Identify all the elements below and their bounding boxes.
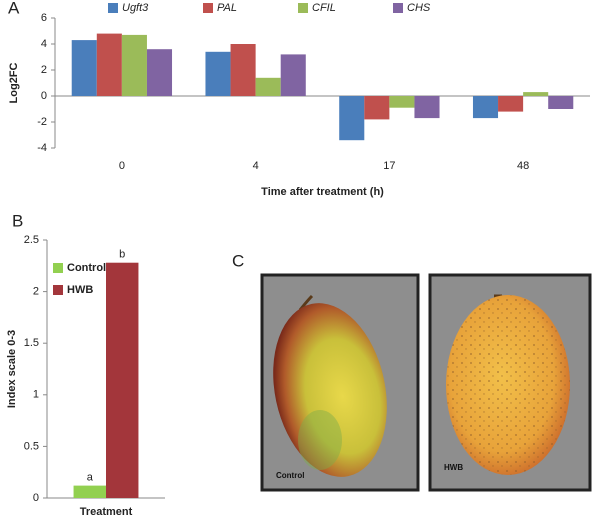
legend-swatch: [53, 285, 63, 295]
y-tick-label: -4: [37, 142, 47, 154]
y-tick-label: 4: [41, 38, 47, 50]
value-label: b: [119, 249, 125, 261]
bar: [71, 40, 97, 96]
legend-swatch: [393, 3, 403, 13]
bar: [364, 96, 390, 120]
bar: [230, 44, 256, 96]
photo-caption: Control: [276, 471, 304, 480]
photo: Control: [260, 273, 420, 492]
legend-label: Ugft3: [122, 2, 149, 14]
bar: [146, 49, 173, 96]
photo-caption: HWB: [444, 463, 463, 472]
y-tick-label: 1.5: [24, 337, 39, 349]
x-tick-label: 17: [383, 160, 395, 172]
x-tick-label: 48: [517, 160, 529, 172]
bar: [414, 96, 440, 119]
bar: [96, 33, 122, 96]
bar: [106, 262, 139, 498]
bar: [523, 92, 549, 96]
x-tick-label: 4: [253, 160, 259, 172]
y-tick-label: 6: [41, 12, 47, 24]
legend-label: PAL: [217, 2, 237, 14]
legend-label: Control: [67, 262, 106, 274]
legend-label: CHS: [407, 2, 431, 14]
panel-label: C: [232, 251, 244, 270]
legend-swatch: [53, 263, 63, 273]
bar: [472, 96, 499, 119]
bar: [389, 96, 415, 108]
y-tick-label: 0: [33, 492, 39, 504]
photo: HWB: [428, 273, 592, 492]
value-label: a: [87, 472, 94, 484]
bar: [548, 96, 574, 109]
y-tick-label: 2.5: [24, 234, 39, 246]
y-tick-label: 2: [41, 64, 47, 76]
bar: [255, 77, 281, 96]
legend-swatch: [203, 3, 213, 13]
legend-label: HWB: [67, 284, 93, 296]
legend-swatch: [108, 3, 118, 13]
y-tick-label: 0.5: [24, 440, 39, 452]
y-axis-title: Log2FC: [8, 62, 20, 103]
y-tick-label: -2: [37, 116, 47, 128]
x-axis-title: Treatment: [80, 506, 133, 518]
y-tick-label: 0: [41, 90, 47, 102]
legend-label: CFIL: [312, 2, 336, 14]
x-tick-label: 0: [119, 160, 125, 172]
y-tick-label: 1: [33, 389, 39, 401]
panel-label: A: [8, 0, 20, 17]
bar: [205, 51, 231, 96]
y-axis-title: Index scale 0-3: [6, 330, 18, 408]
legend-swatch: [298, 3, 308, 13]
bar: [280, 54, 306, 96]
bar: [498, 96, 524, 112]
panel-label: B: [12, 211, 23, 230]
bar: [339, 96, 365, 141]
x-axis-title: Time after treatment (h): [261, 186, 384, 198]
bar: [73, 485, 106, 498]
bar: [121, 34, 147, 96]
y-tick-label: 2: [33, 286, 39, 298]
